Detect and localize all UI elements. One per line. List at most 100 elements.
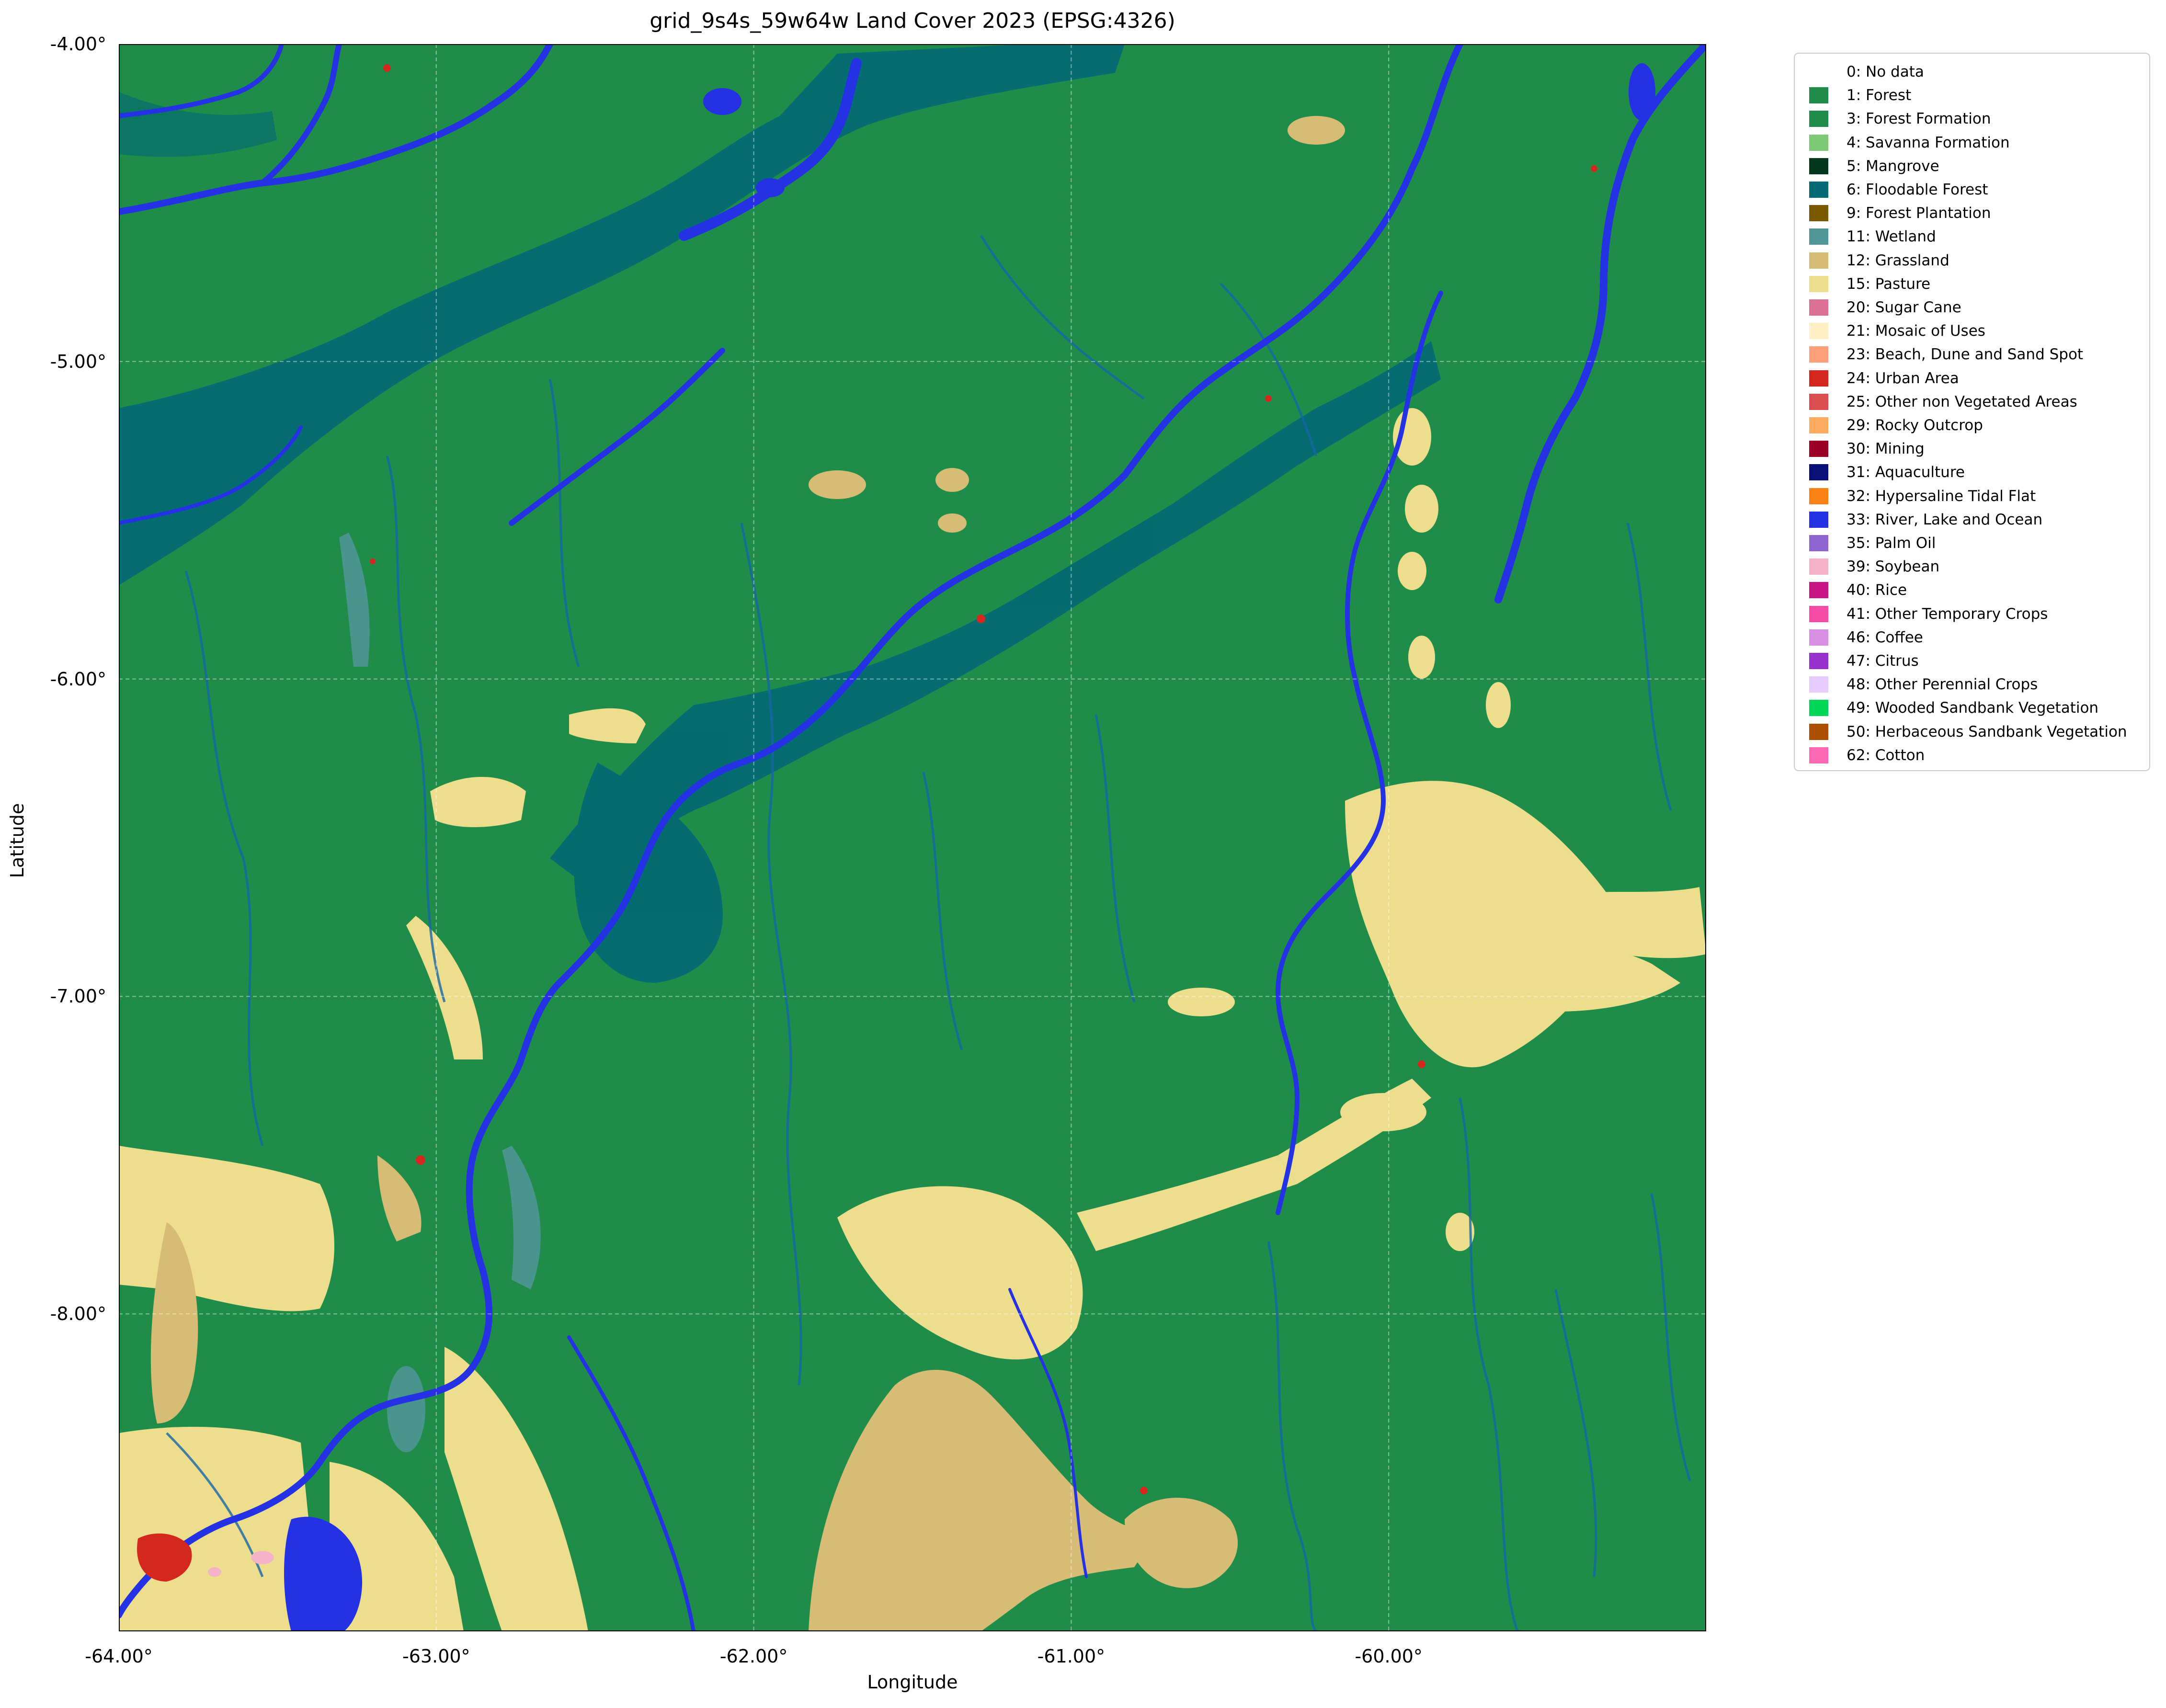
legend-label: 41: Other Temporary Crops [1847, 605, 2048, 623]
x-axis-label: Longitude [867, 1672, 958, 1693]
legend-label: 24: Urban Area [1847, 369, 1959, 387]
legend-swatch [1809, 582, 1828, 599]
legend-item: 40: Rice [1809, 581, 1907, 600]
legend-item: 21: Mosaic of Uses [1809, 321, 1985, 341]
legend-swatch [1809, 111, 1828, 127]
legend-swatch [1809, 323, 1828, 340]
legend-label: 39: Soybean [1847, 558, 1940, 576]
wetland-areas [339, 533, 541, 1452]
legend-item: 4: Savanna Formation [1809, 133, 2010, 152]
legend-swatch [1809, 723, 1828, 740]
legend-label: 15: Pasture [1847, 275, 1931, 293]
legend-item: 33: River, Lake and Ocean [1809, 510, 2042, 529]
legend-item: 41: Other Temporary Crops [1809, 604, 2048, 624]
legend-swatch [1809, 464, 1828, 481]
legend-swatch [1809, 299, 1828, 316]
legend-swatch [1809, 558, 1828, 575]
legend-label: 25: Other non Vegetated Areas [1847, 393, 2077, 410]
legend-label: 33: River, Lake and Ocean [1847, 511, 2043, 528]
legend-label: 32: Hypersaline Tidal Flat [1847, 487, 2036, 505]
legend-label: 50: Herbaceous Sandbank Vegetation [1847, 723, 2127, 740]
legend-item: 32: Hypersaline Tidal Flat [1809, 487, 2036, 506]
legend-item: 9: Forest Plantation [1809, 204, 1991, 223]
legend-item: 47: Citrus [1809, 651, 1919, 671]
legend-item: 15: Pasture [1809, 274, 1930, 294]
legend-item: 25: Other non Vegetated Areas [1809, 392, 2077, 411]
legend-swatch [1809, 629, 1828, 646]
legend-swatch [1809, 205, 1828, 222]
legend-label: 29: Rocky Outcrop [1847, 417, 1983, 434]
legend-swatch [1809, 700, 1828, 717]
legend-label: 48: Other Perennial Crops [1847, 676, 2038, 694]
legend-item: 46: Coffee [1809, 628, 1923, 647]
legend-item: 62: Cotton [1809, 746, 1925, 765]
legend-item: 30: Mining [1809, 439, 1925, 458]
legend-swatch [1809, 747, 1828, 763]
legend-label: 0: No data [1847, 63, 1924, 80]
legend-label: 46: Coffee [1847, 628, 1923, 646]
y-tick-label: -4.00° [50, 34, 106, 55]
legend-swatch [1809, 182, 1828, 198]
legend-item: 31: Aquaculture [1809, 463, 1965, 482]
rivers [119, 44, 1706, 1631]
legend-swatch [1809, 228, 1828, 245]
legend-label: 9: Forest Plantation [1847, 205, 1991, 222]
legend-swatch [1809, 441, 1828, 457]
land-cover-map[interactable] [119, 44, 1706, 1631]
legend-swatch [1809, 87, 1828, 104]
legend-item: 39: Soybean [1809, 557, 1939, 576]
legend-swatch [1809, 676, 1828, 693]
legend-item: 6: Floodable Forest [1809, 180, 1988, 199]
legend-item: 12: Grassland [1809, 251, 1949, 270]
y-axis-label: Latitude [7, 803, 28, 878]
legend-item: 5: Mangrove [1809, 157, 1939, 176]
legend-swatch [1809, 605, 1828, 622]
legend-swatch [1809, 158, 1828, 174]
legend-swatch [1809, 511, 1828, 528]
legend-label: 62: Cotton [1847, 746, 1925, 764]
legend-item: 0: No data [1809, 62, 1924, 81]
legend-label: 49: Wooded Sandbank Vegetation [1847, 699, 2099, 717]
y-tick-label: -5.00° [50, 351, 106, 372]
y-tick-label: -6.00° [50, 668, 106, 690]
legend-item: 3: Forest Formation [1809, 109, 1991, 128]
legend-swatch [1809, 535, 1828, 551]
legend-item: 23: Beach, Dune and Sand Spot [1809, 345, 2083, 364]
map-frame [119, 44, 1706, 1631]
legend-label: 20: Sugar Cane [1847, 299, 1961, 316]
legend-swatch [1809, 252, 1828, 269]
legend-item: 49: Wooded Sandbank Vegetation [1809, 698, 2098, 717]
legend-label: 6: Floodable Forest [1847, 181, 1988, 198]
legend-label: 21: Mosaic of Uses [1847, 322, 1985, 340]
legend-swatch [1809, 653, 1828, 669]
legend-item: 35: Palm Oil [1809, 534, 1936, 553]
legend-label: 35: Palm Oil [1847, 535, 1936, 552]
streams [166, 235, 1691, 1631]
legend-label: 40: Rice [1847, 581, 1907, 599]
legend-item: 29: Rocky Outcrop [1809, 416, 1983, 435]
x-tick-label: -64.00° [85, 1646, 153, 1667]
x-tick-label: -60.00° [1355, 1646, 1423, 1667]
y-tick-label: -7.00° [50, 986, 106, 1007]
legend: 0: No data 1: Forest 3: Forest Formation 4:… [1794, 53, 2150, 771]
legend-label: 4: Savanna Formation [1847, 134, 2010, 151]
lakes [284, 63, 1655, 1631]
legend-item: 20: Sugar Cane [1809, 298, 1961, 317]
grassland-areas [150, 116, 1345, 1631]
legend-label: 1: Forest [1847, 87, 1912, 104]
legend-swatch [1809, 417, 1828, 433]
legend-item: 48: Other Perennial Crops [1809, 675, 2038, 694]
x-tick-label: -63.00° [402, 1646, 470, 1667]
legend-label: 30: Mining [1847, 440, 1925, 458]
gridlines [119, 44, 1706, 1631]
legend-item: 11: Wetland [1809, 227, 1936, 246]
legend-label: 23: Beach, Dune and Sand Spot [1847, 346, 2084, 364]
y-tick-label: -8.00° [50, 1303, 106, 1325]
legend-label: 11: Wetland [1847, 228, 1936, 246]
legend-item: 1: Forest [1809, 86, 1911, 105]
soybean-areas [208, 1551, 274, 1577]
map-title: grid_9s4s_59w64w Land Cover 2023 (EPSG:4… [650, 9, 1175, 33]
x-tick-label: -62.00° [719, 1646, 788, 1667]
legend-item: 24: Urban Area [1809, 369, 1959, 388]
legend-label: 5: Mangrove [1847, 157, 1939, 175]
